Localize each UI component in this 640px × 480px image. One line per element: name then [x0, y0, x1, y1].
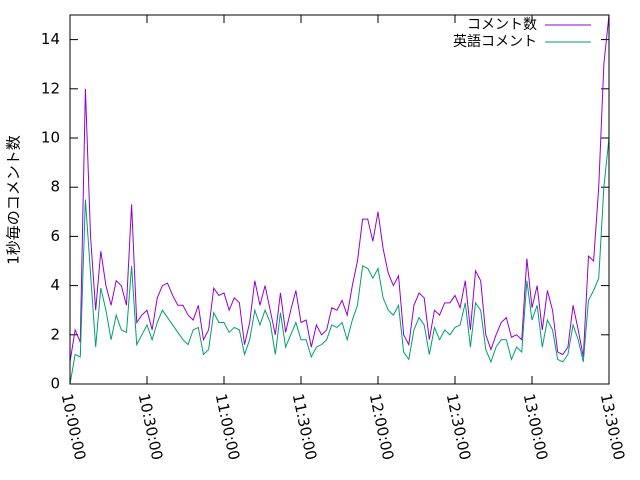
x-tick-label: 13:00:00 — [520, 392, 552, 462]
y-tick-label: 8 — [50, 178, 60, 196]
series-line — [69, 14, 610, 362]
series-line — [69, 137, 610, 385]
x-tick-label: 13:30:00 — [597, 392, 629, 462]
plot-frame — [69, 14, 610, 385]
legend-label: コメント数 — [467, 17, 537, 33]
y-tick-label: 4 — [50, 276, 60, 294]
y-tick-label: 2 — [50, 325, 60, 343]
y-tick-label: 0 — [50, 375, 60, 393]
x-tick-label: 11:30:00 — [289, 392, 321, 462]
y-tick-label: 6 — [50, 227, 60, 245]
legend-label: 英語コメント — [453, 33, 537, 50]
y-tick-label: 10 — [41, 129, 60, 147]
x-tick-label: 11:00:00 — [212, 392, 244, 462]
y-axis-label: 1秒毎のコメント数 — [5, 135, 23, 265]
y-tick-label: 12 — [41, 79, 60, 97]
x-tick-label: 10:30:00 — [135, 392, 167, 462]
x-tick-label: 12:30:00 — [443, 392, 475, 462]
x-tick-label: 12:00:00 — [366, 392, 398, 462]
x-tick-label: 10:00:00 — [58, 392, 90, 462]
y-tick-label: 14 — [41, 30, 60, 48]
